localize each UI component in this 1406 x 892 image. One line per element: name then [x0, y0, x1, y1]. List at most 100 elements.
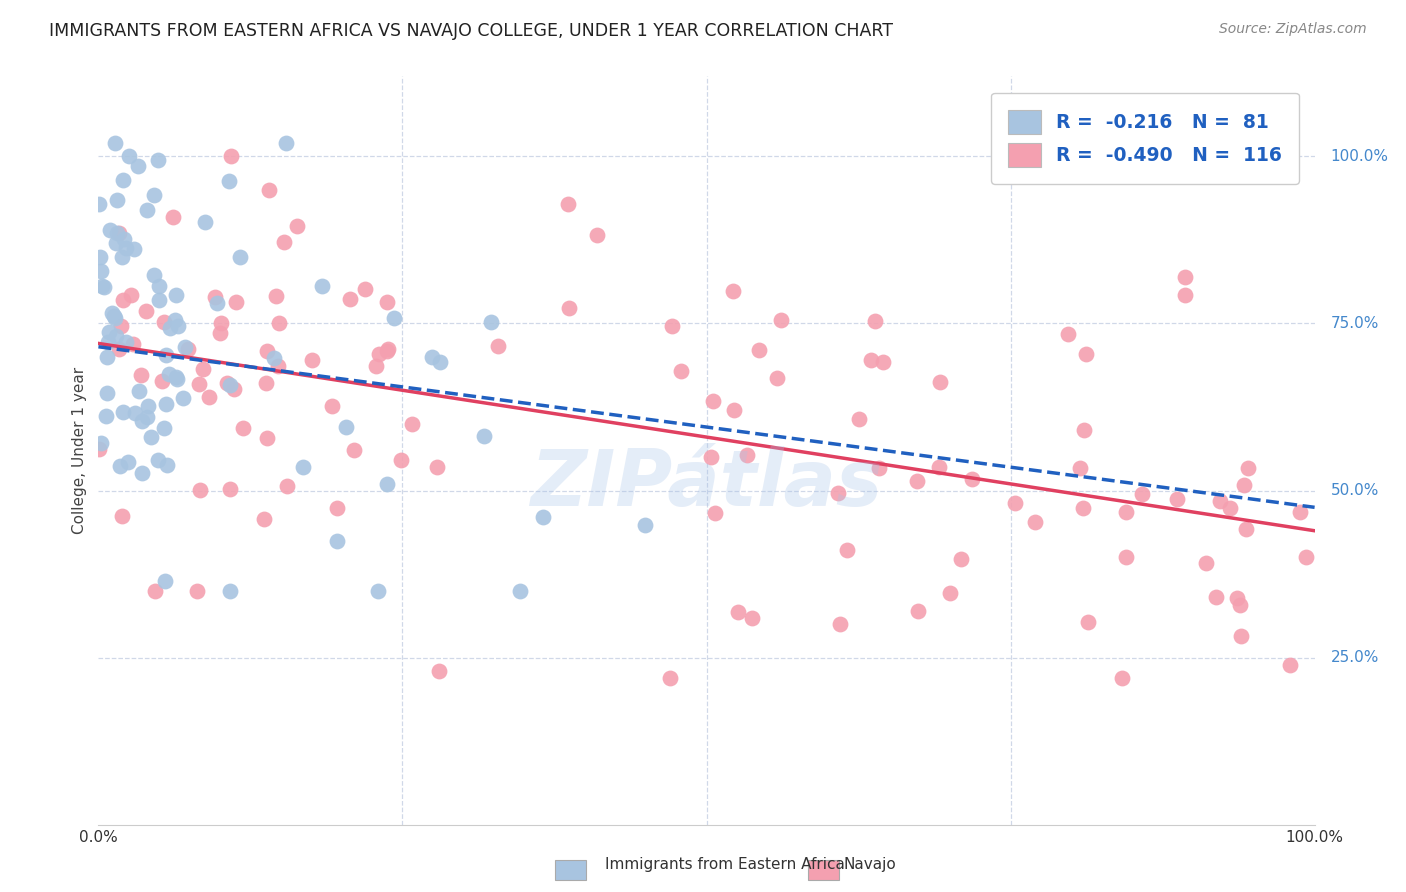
Point	[1173, 270, 1195, 285]
Point	[659, 671, 682, 685]
Point	[721, 285, 744, 299]
Point	[700, 450, 723, 464]
Point	[165, 370, 187, 384]
Point	[1295, 550, 1317, 565]
Point	[375, 294, 398, 309]
Point	[1077, 615, 1099, 629]
Point	[285, 219, 308, 234]
Point	[111, 508, 134, 523]
Text: Navajo: Navajo	[844, 857, 897, 872]
Point	[155, 348, 177, 362]
Point	[104, 329, 127, 343]
Point	[950, 552, 973, 566]
Point	[1130, 487, 1153, 501]
Point	[153, 421, 176, 435]
Point	[105, 236, 128, 251]
Point	[110, 318, 132, 333]
Point	[128, 384, 150, 398]
Point	[905, 475, 928, 489]
Text: 25.0%: 25.0%	[1330, 650, 1379, 665]
Point	[207, 295, 229, 310]
Point	[869, 460, 891, 475]
Point	[127, 159, 149, 173]
Point	[1234, 522, 1257, 536]
Point	[131, 467, 153, 481]
Point	[1004, 496, 1026, 510]
Point	[162, 211, 184, 225]
Point	[218, 483, 240, 497]
Point	[176, 342, 198, 356]
Legend: R =  -0.216   N =  81, R =  -0.490   N =  116: R = -0.216 N = 81, R = -0.490 N = 116	[991, 93, 1299, 184]
Point	[143, 268, 166, 283]
Point	[1056, 326, 1078, 341]
Point	[1236, 461, 1258, 475]
Point	[427, 664, 450, 679]
Point	[321, 399, 343, 413]
Point	[103, 309, 125, 323]
Point	[1071, 500, 1094, 515]
Point	[107, 342, 129, 356]
Point	[135, 304, 157, 318]
Point	[104, 311, 127, 326]
Point	[671, 364, 693, 378]
Text: IMMIGRANTS FROM EASTERN AFRICA VS NAVAJO COLLEGE, UNDER 1 YEAR CORRELATION CHART: IMMIGRANTS FROM EASTERN AFRICA VS NAVAJO…	[49, 22, 893, 40]
Point	[339, 292, 361, 306]
Point	[292, 460, 315, 475]
Point	[197, 390, 219, 404]
Point	[191, 362, 214, 376]
Point	[188, 483, 211, 497]
Point	[148, 293, 170, 307]
Point	[382, 311, 405, 326]
Text: 100.0%: 100.0%	[1330, 149, 1388, 163]
Point	[830, 617, 852, 632]
Point	[148, 153, 170, 167]
Point	[148, 279, 170, 293]
Point	[112, 232, 135, 246]
Point	[367, 584, 389, 599]
Point	[1024, 515, 1046, 529]
Point	[155, 397, 177, 411]
Point	[634, 518, 657, 533]
Point	[136, 400, 159, 414]
Point	[420, 351, 443, 365]
Point	[557, 197, 579, 211]
Point	[153, 315, 176, 329]
Point	[872, 355, 894, 369]
Point	[366, 359, 388, 373]
Point	[1074, 347, 1097, 361]
Point	[208, 326, 231, 340]
Point	[276, 136, 298, 150]
Point	[139, 429, 162, 443]
Point	[263, 351, 285, 365]
Point	[769, 313, 792, 327]
Point	[735, 448, 758, 462]
Point	[311, 278, 333, 293]
Text: Source: ZipAtlas.com: Source: ZipAtlas.com	[1219, 22, 1367, 37]
Point	[938, 586, 960, 600]
Point	[114, 241, 136, 255]
Point	[401, 417, 423, 432]
Text: 50.0%: 50.0%	[1330, 483, 1379, 498]
Point	[1115, 505, 1137, 519]
Point	[159, 321, 181, 335]
Point	[766, 371, 789, 385]
Point	[94, 409, 117, 423]
Point	[586, 228, 609, 243]
Point	[187, 377, 209, 392]
Point	[479, 315, 502, 329]
Point	[218, 174, 240, 188]
Point	[173, 340, 195, 354]
Point	[326, 534, 349, 549]
Point	[269, 316, 291, 330]
Point	[343, 442, 366, 457]
Point	[256, 431, 278, 445]
Point	[122, 242, 145, 256]
Point	[368, 347, 391, 361]
Point	[110, 458, 132, 473]
Point	[219, 584, 242, 599]
Point	[703, 507, 725, 521]
Point	[848, 412, 870, 426]
Point	[150, 374, 173, 388]
Point	[702, 394, 724, 409]
Point	[472, 429, 495, 443]
